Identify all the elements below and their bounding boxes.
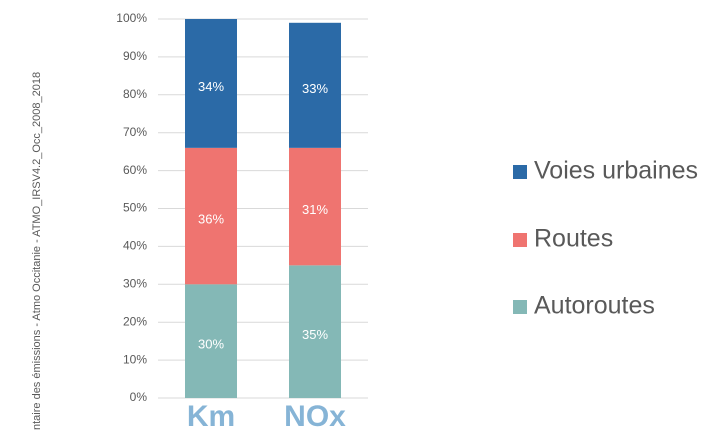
y-tick-label: 70% (123, 125, 147, 139)
y-tick-label: 40% (123, 239, 147, 253)
bar-segment (185, 19, 237, 148)
legend-swatch (513, 165, 527, 179)
data-label: 33% (302, 81, 328, 96)
bar-segment (289, 147, 341, 266)
y-tick-label: 0% (130, 390, 148, 404)
y-tick-label: 20% (123, 314, 147, 328)
data-label: 36% (198, 212, 224, 227)
legend-label: Routes (534, 225, 613, 253)
data-label: 34% (198, 79, 224, 94)
bar-segment (289, 265, 341, 398)
y-tick-label: 50% (123, 201, 147, 215)
data-label: 30% (198, 337, 224, 352)
y-tick-label: 60% (123, 163, 147, 177)
y-tick-label: 100% (116, 11, 147, 25)
x-tick-label: NOx (284, 400, 346, 432)
y-tick-label: 10% (123, 352, 147, 366)
source-note: ntaire des émissions - Atmo Occitanie - … (31, 72, 43, 430)
y-tick-label: 30% (123, 276, 147, 290)
legend-label: Autoroutes (534, 292, 655, 320)
y-tick-label: 80% (123, 87, 147, 101)
data-label: 31% (302, 202, 328, 217)
x-tick-label: Km (187, 400, 235, 432)
legend-label: Voies urbaines (534, 157, 698, 185)
bar-segment (185, 147, 237, 285)
legend-swatch (513, 233, 527, 247)
bar-segment (185, 284, 237, 398)
bar-segment (289, 22, 341, 148)
data-label: 35% (302, 327, 328, 342)
legend-swatch (513, 300, 527, 314)
y-tick-label: 90% (123, 49, 147, 63)
